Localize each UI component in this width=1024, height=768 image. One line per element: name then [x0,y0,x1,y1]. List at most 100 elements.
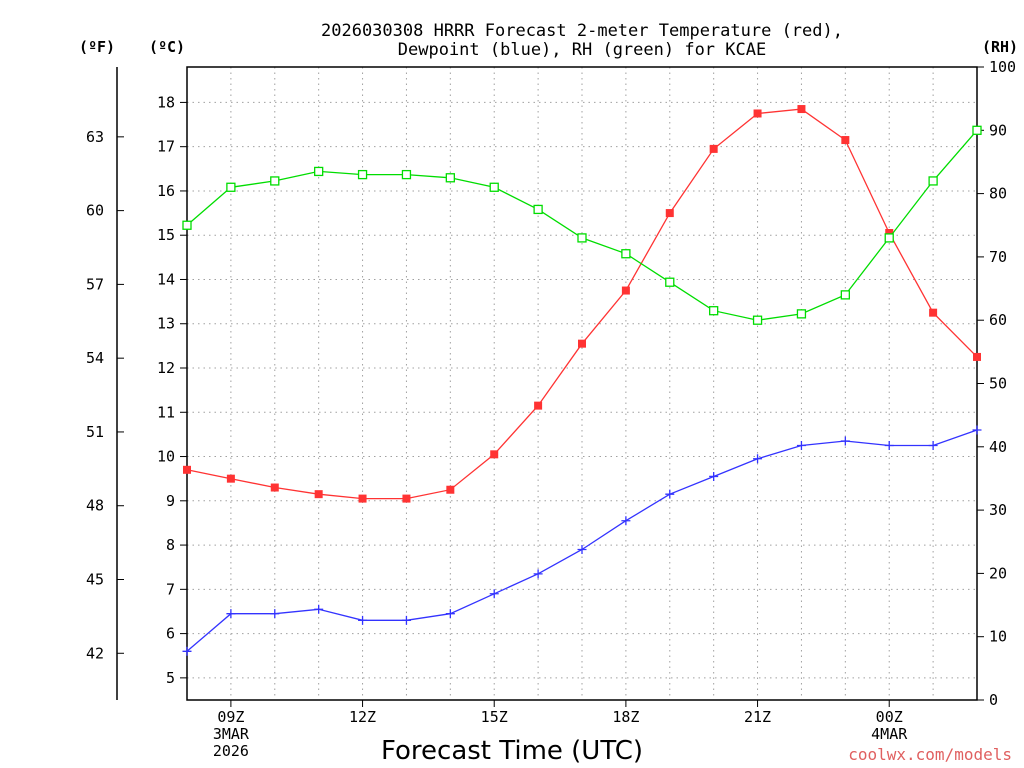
celsius-tick-label: 9 [166,492,175,510]
rh-point [182,220,192,230]
x-tick-label: 12Z [349,708,376,726]
x-tick-label: 4MAR [871,725,908,743]
celsius-tick-label: 13 [157,315,175,333]
rh-point [709,306,719,316]
rh-tick-label: 50 [989,375,1007,393]
temperature-point [358,494,367,503]
rh-tick-label: 80 [989,185,1007,203]
celsius-tick-label: 12 [157,359,175,377]
rh-point [928,176,938,186]
celsius-tick-label: 15 [157,226,175,244]
temperature-point [973,352,981,361]
dewpoint-point [489,589,499,599]
dewpoint-point [358,615,368,625]
celsius-tick-label: 10 [157,448,175,466]
temperature-point [226,474,235,483]
rh-point [226,182,236,192]
celsius-tick-label: 7 [166,580,175,598]
temperature-point [490,450,499,459]
dewpoint-point [753,454,763,464]
rh-point [357,169,368,180]
fahrenheit-tick-label: 45 [86,570,104,588]
temperature-point [929,308,938,317]
dewpoint-point [577,544,587,554]
dewpoint-point [884,440,894,450]
rh-line [186,129,978,321]
temperature-point [402,494,411,503]
chart-title-line-2: Dewpoint (blue), RH (green) for KCAE [398,40,766,60]
chart-axes: 5 6 7 8 9 10 11 12 13 14 15 16 17 18 42 45 48 51 54 57 60 63 0… [86,58,1016,760]
celsius-tick-label: 18 [157,93,175,111]
rh-point [577,233,587,243]
temperature-point [183,465,191,474]
dewpoint-point [270,609,280,619]
x-tick-label: 15Z [481,708,508,726]
x-tick-label: 00Z [876,708,903,726]
fahrenheit-tick-label: 57 [86,275,104,293]
fahrenheit-unit-label: (ºF) [79,38,115,56]
rh-tick-label: 40 [989,438,1007,456]
celsius-tick-label: 6 [166,625,175,643]
dewpoint-point [840,436,850,446]
fahrenheit-tick-label: 42 [86,644,104,662]
rh-point [884,233,894,243]
temperature-point [314,490,323,499]
dewpoint-point [226,609,236,619]
dewpoint-point [796,440,806,450]
dewpoint-point [533,569,543,579]
temperature-point [621,286,630,295]
temperature-point [753,109,762,118]
rh-tick-label: 20 [989,564,1007,582]
celsius-tick-label: 17 [157,138,175,156]
rh-point [445,173,455,183]
dewpoint-point [445,609,455,619]
x-tick-label: 18Z [612,708,639,726]
celsius-tick-label: 11 [157,403,175,421]
celsius-tick-label: 14 [157,270,175,288]
temperature-point [578,339,586,348]
temperature-point [270,483,279,492]
rh-point [665,277,675,287]
x-tick-label: 3MAR [213,725,250,743]
x-tick-label: 09Z [217,708,244,726]
fahrenheit-tick-label: 63 [86,128,104,146]
rh-tick-label: 100 [989,58,1016,76]
rh-point [621,249,631,259]
fahrenheit-tick-label: 51 [86,423,104,441]
temperature-point [841,136,850,145]
temperature-point [885,228,894,237]
dewpoint-point [401,615,411,625]
dewpoint-point [314,604,324,614]
rh-tick-label: 30 [989,501,1007,519]
x-tick-label: 21Z [744,708,771,726]
x-axis-label: Forecast Time (UTC) [381,736,643,766]
fahrenheit-tick-label: 54 [86,349,104,367]
dewpoint-point [972,425,982,435]
rh-tick-label: 0 [989,691,998,709]
rh-tick-label: 70 [989,248,1007,266]
temperature-point [446,485,455,494]
fahrenheit-tick-label: 60 [86,202,104,220]
dewpoint-point [665,489,675,499]
rh-point [314,166,324,177]
dewpoint-point [709,471,719,481]
x-tick-label: 2026 [213,742,249,760]
fahrenheit-tick-label: 48 [86,497,104,515]
temperature-point [665,209,674,218]
rh-point [840,290,850,300]
rh-point [752,315,763,325]
rh-unit-label: (RH) [982,38,1018,56]
credit-text: coolwx.com/models [848,745,1012,764]
rh-point [401,169,412,180]
rh-point [270,176,280,186]
celsius-tick-label: 8 [166,536,175,554]
rh-tick-label: 60 [989,311,1007,329]
dewpoint-point [928,440,938,450]
dewpoint-point [621,516,631,526]
chart-title-line-1: 2026030308 HRRR Forecast 2-meter Tempera… [321,21,843,41]
celsius-tick-label: 16 [157,182,175,200]
dewpoint-point [182,646,192,656]
rh-point [533,204,543,215]
rh-tick-label: 10 [989,628,1007,646]
rh-point [796,309,807,319]
